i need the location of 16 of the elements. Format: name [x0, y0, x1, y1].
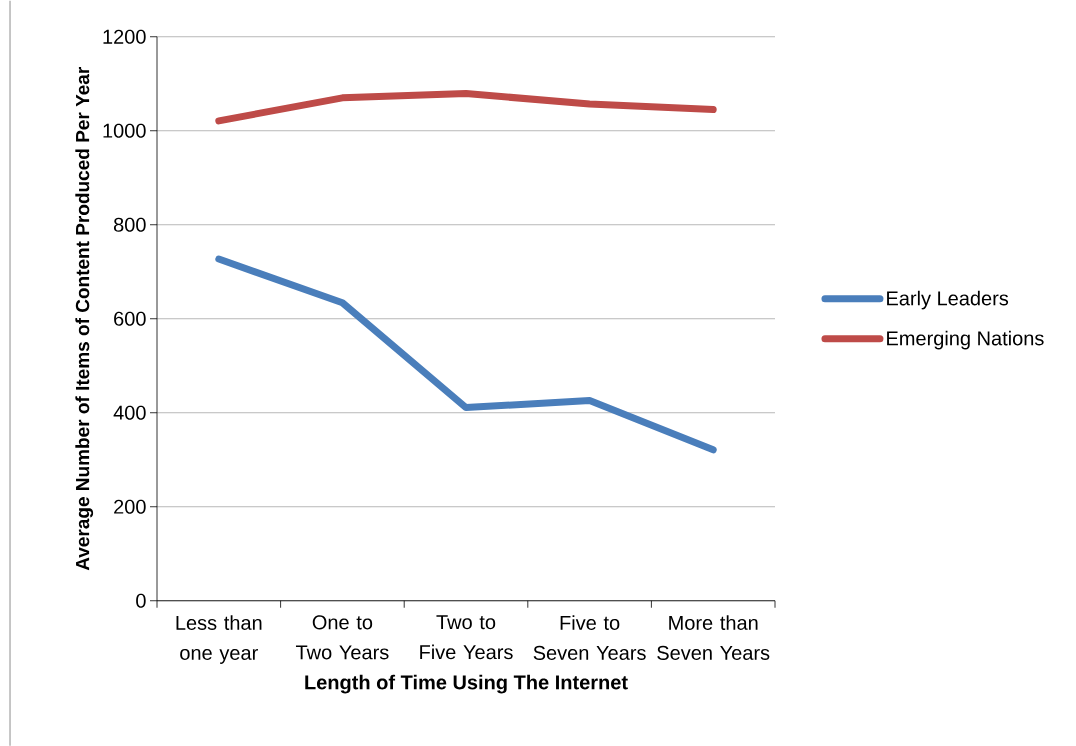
x-tick-label: Two to Five Years — [420, 615, 513, 659]
y-tick-label: 600 — [114, 311, 146, 326]
y-tick-label: 1000 — [103, 123, 146, 138]
x-tick-label: Less than one year — [176, 615, 262, 664]
y-axis-title: Average Number of Items of Content Produced Per Year — [75, 66, 94, 571]
x-tick-label: One to Two Years — [295, 615, 389, 660]
legend-label: Emerging Nations — [887, 330, 1044, 350]
y-tick-label: 800 — [113, 217, 146, 232]
y-tick-label: 0 — [136, 593, 146, 608]
legend-label: Early Leaders — [887, 290, 1009, 310]
x-tick-label: More than Seven Years — [657, 615, 770, 660]
y-tick-label: 200 — [114, 499, 146, 514]
y-tick-label: 1200 — [103, 29, 146, 44]
y-tick-label: 400 — [113, 405, 146, 420]
x-axis-title: Length of Time Using The Internet — [305, 674, 628, 694]
x-tick-label: Five to Seven Years — [533, 615, 646, 660]
